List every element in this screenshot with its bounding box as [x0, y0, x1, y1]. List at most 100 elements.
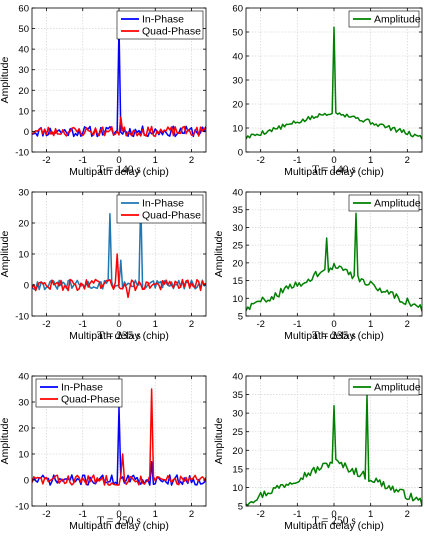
x-tick-label: 2 [405, 319, 410, 330]
x-tick-label: 0 [116, 319, 121, 330]
legend-box [35, 378, 123, 408]
x-tick-label: 0 [331, 319, 336, 330]
x-tick-label: 1 [368, 319, 373, 330]
series-line-1 [246, 393, 422, 506]
x-tick-label: 1 [368, 155, 373, 166]
y-tick-label: 60 [232, 4, 243, 15]
series-line-2 [32, 253, 206, 299]
x-tick-label: 0 [331, 155, 336, 166]
y-tick-label: 40 [18, 372, 29, 383]
y-tick-label: 10 [232, 294, 243, 305]
x-tick-label: -2 [42, 319, 50, 330]
subplot-caption: T = 140 s [312, 164, 356, 176]
y-tick-label: 20 [18, 219, 29, 230]
y-tick-label: 0 [238, 148, 243, 159]
legend-box [348, 10, 420, 28]
legend-box [116, 194, 204, 224]
series-line-2 [32, 116, 206, 137]
x-tick-label: 0 [116, 155, 121, 166]
x-tick-label: 1 [153, 319, 158, 330]
x-tick-label: -2 [42, 155, 50, 166]
y-tick-label: 40 [18, 45, 29, 56]
x-axis-label: Multipath delay (chip) [69, 330, 169, 342]
legend-entry: In-Phase [61, 382, 103, 394]
legend-entry: Amplitude [374, 198, 421, 210]
subplot-caption: T = 250 s [312, 515, 356, 527]
legend-entry: Quad-Phase [61, 394, 120, 406]
legend-entry: Quad-Phase [142, 210, 201, 222]
y-tick-label: 20 [232, 258, 243, 269]
y-tick-label: 30 [18, 65, 29, 76]
x-tick-label: 2 [189, 319, 194, 330]
x-tick-label: -2 [256, 509, 264, 520]
x-tick-label: -1 [79, 155, 87, 166]
legend-entry: In-Phase [142, 198, 184, 210]
y-axis-label: Amplitude [0, 57, 11, 104]
y-axis-label: Amplitude [213, 418, 225, 465]
legend-entry: In-Phase [142, 14, 184, 26]
x-tick-label: -1 [79, 319, 87, 330]
y-tick-label: 35 [232, 390, 243, 401]
x-tick-label: -1 [79, 509, 87, 520]
x-tick-label: 2 [189, 155, 194, 166]
y-tick-label: 10 [232, 124, 243, 135]
x-tick-label: -1 [293, 155, 301, 166]
y-tick-label: 15 [232, 464, 243, 475]
x-tick-label: 0 [116, 509, 121, 520]
subplot-caption: T = 235 s [97, 330, 141, 342]
y-tick-label: 10 [18, 250, 29, 261]
series-line-1 [246, 26, 422, 140]
x-axis-label: Multipath delay (chip) [69, 166, 169, 178]
y-tick-label: 35 [232, 205, 243, 216]
x-tick-label: 2 [405, 155, 410, 166]
x-axis-label: Multipath delay (chip) [284, 166, 384, 178]
y-tick-label: 15 [232, 276, 243, 287]
y-tick-label: -10 [15, 312, 29, 323]
x-tick-label: 2 [189, 509, 194, 520]
x-tick-label: -1 [293, 319, 301, 330]
y-tick-label: 0 [24, 127, 29, 138]
y-tick-label: 10 [18, 106, 29, 117]
x-tick-label: 1 [368, 509, 373, 520]
y-tick-label: 30 [232, 409, 243, 420]
x-tick-label: 1 [153, 509, 158, 520]
y-axis-label: Amplitude [213, 231, 225, 278]
y-axis-label: Amplitude [0, 418, 11, 465]
y-tick-label: 30 [18, 398, 29, 409]
subplot-caption: T = 235 s [312, 330, 356, 342]
x-axis-label: Multipath delay (chip) [284, 520, 384, 532]
y-tick-label: 30 [18, 188, 29, 199]
y-tick-label: 20 [232, 100, 243, 111]
y-tick-label: 30 [232, 223, 243, 234]
x-tick-label: -2 [256, 319, 264, 330]
series-line-2 [32, 388, 206, 486]
y-tick-label: -10 [15, 148, 29, 159]
x-tick-label: -2 [42, 509, 50, 520]
y-tick-label: 50 [18, 24, 29, 35]
series-line-1 [246, 212, 422, 312]
x-tick-label: 1 [153, 155, 158, 166]
y-axis-label: Amplitude [0, 231, 11, 278]
x-tick-label: -2 [256, 155, 264, 166]
legend-entry: Quad-Phase [142, 26, 201, 38]
y-tick-label: 0 [24, 281, 29, 292]
y-tick-label: 50 [232, 28, 243, 39]
y-tick-label: 20 [232, 446, 243, 457]
subplot-caption: T = 250 s [97, 515, 141, 527]
y-tick-label: 0 [24, 476, 29, 487]
y-tick-label: 25 [232, 241, 243, 252]
y-tick-label: 5 [238, 502, 243, 513]
legend: Amplitude [348, 10, 421, 28]
y-tick-label: 40 [232, 52, 243, 63]
x-tick-label: 2 [405, 509, 410, 520]
legend-box [348, 194, 420, 212]
y-tick-label: 25 [232, 427, 243, 438]
